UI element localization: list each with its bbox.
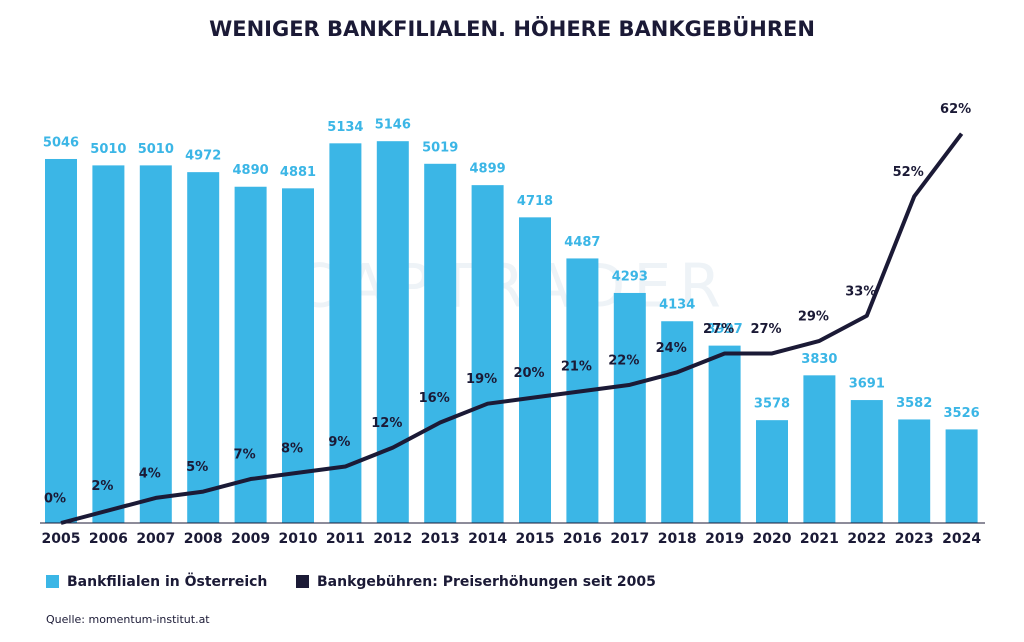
bar-label: 3526 [944, 406, 980, 421]
bar [376, 141, 409, 523]
x-tick-label: 2023 [895, 531, 934, 547]
bar-label: 4890 [233, 163, 269, 178]
bar [850, 400, 883, 523]
watermark: CAPTRADER [295, 252, 729, 322]
bar [187, 172, 220, 524]
bar [661, 321, 694, 523]
bar-label: 4487 [564, 235, 600, 250]
x-tick-label: 2009 [231, 531, 270, 547]
line-label: 9% [328, 435, 350, 450]
x-tick-label: 2014 [468, 531, 507, 547]
line-label: 20% [513, 366, 544, 381]
line-label: 0% [44, 492, 66, 507]
x-tick-label: 2007 [136, 531, 175, 547]
x-tick-label: 2008 [184, 531, 223, 547]
bar [519, 217, 551, 523]
x-tick-label: 2015 [516, 531, 555, 547]
line-label: 5% [186, 460, 208, 475]
bar [945, 429, 978, 523]
legend-swatch [296, 575, 309, 588]
line-label: 27% [750, 322, 781, 337]
bar [756, 420, 788, 523]
bar [613, 292, 646, 523]
bar-label: 4718 [517, 194, 553, 209]
x-tick-label: 2020 [753, 531, 792, 547]
x-tick-label: 2006 [89, 531, 128, 547]
bar [45, 158, 77, 524]
bar [424, 163, 457, 523]
bar-label: 5010 [90, 142, 126, 157]
x-tick-label: 2018 [658, 531, 697, 547]
bar-label: 4293 [612, 269, 648, 284]
x-tick-label: 2011 [326, 531, 365, 547]
x-tick-label: 2010 [279, 531, 318, 547]
x-tick-label: 2024 [942, 531, 981, 547]
bar [234, 186, 267, 524]
line-label: 16% [419, 391, 450, 406]
x-tick-label: 2016 [563, 531, 602, 547]
x-tick-label: 2022 [847, 531, 886, 547]
bar-label: 5134 [327, 120, 363, 135]
x-tick-label: 2005 [42, 531, 81, 547]
line-label: 21% [561, 360, 592, 375]
line-label: 2% [91, 479, 113, 494]
legend-label: Bankgebühren: Preiserhöhungen seit 2005 [317, 574, 656, 590]
line-label: 29% [798, 309, 829, 324]
bar [708, 345, 741, 523]
line-label: 7% [234, 448, 256, 463]
bar [282, 188, 314, 523]
line-label: 33% [845, 284, 876, 299]
x-tick-label: 2013 [421, 531, 460, 547]
bar-label: 3578 [754, 397, 790, 412]
x-tick-label: 2021 [800, 531, 839, 547]
line-label: 52% [893, 165, 924, 180]
x-tick-label: 2012 [373, 531, 412, 547]
x-tick-label: 2019 [705, 531, 744, 547]
line-label: 19% [466, 372, 497, 387]
bar [92, 165, 125, 523]
legend-swatch [46, 575, 59, 588]
bar-label: 3830 [801, 352, 837, 367]
bar [803, 375, 836, 523]
bar-label: 4899 [470, 162, 506, 177]
bar-label: 4881 [280, 165, 316, 180]
bar-label: 3582 [896, 396, 932, 411]
line-label: 8% [281, 441, 303, 456]
x-tick-label: 2017 [610, 531, 649, 547]
bar [139, 165, 172, 523]
bar-label: 5019 [422, 140, 458, 155]
bar-label: 5146 [375, 118, 411, 133]
bar [471, 185, 504, 524]
bar-label: 5046 [43, 135, 79, 150]
line [60, 132, 964, 525]
bar [329, 143, 362, 523]
bar [898, 419, 931, 523]
bar-label: 4134 [659, 298, 695, 313]
line-label: 22% [608, 353, 639, 368]
line-label: 62% [940, 102, 971, 117]
line-label: 12% [371, 416, 402, 431]
source: Quelle: momentum-institut.at [46, 613, 210, 626]
legend-label: Bankfilialen in Österreich [67, 572, 267, 590]
bar-label: 4972 [185, 149, 221, 164]
chart-title: WENIGER BANKFILIALEN. HÖHERE BANKGEBÜHRE… [209, 16, 815, 41]
bar-label: 3691 [849, 377, 885, 392]
line-label: 4% [139, 466, 161, 481]
line-label: 27% [703, 322, 734, 337]
line-label: 24% [656, 341, 687, 356]
bar-label: 3997 [707, 322, 743, 337]
bar-label: 5010 [138, 142, 174, 157]
